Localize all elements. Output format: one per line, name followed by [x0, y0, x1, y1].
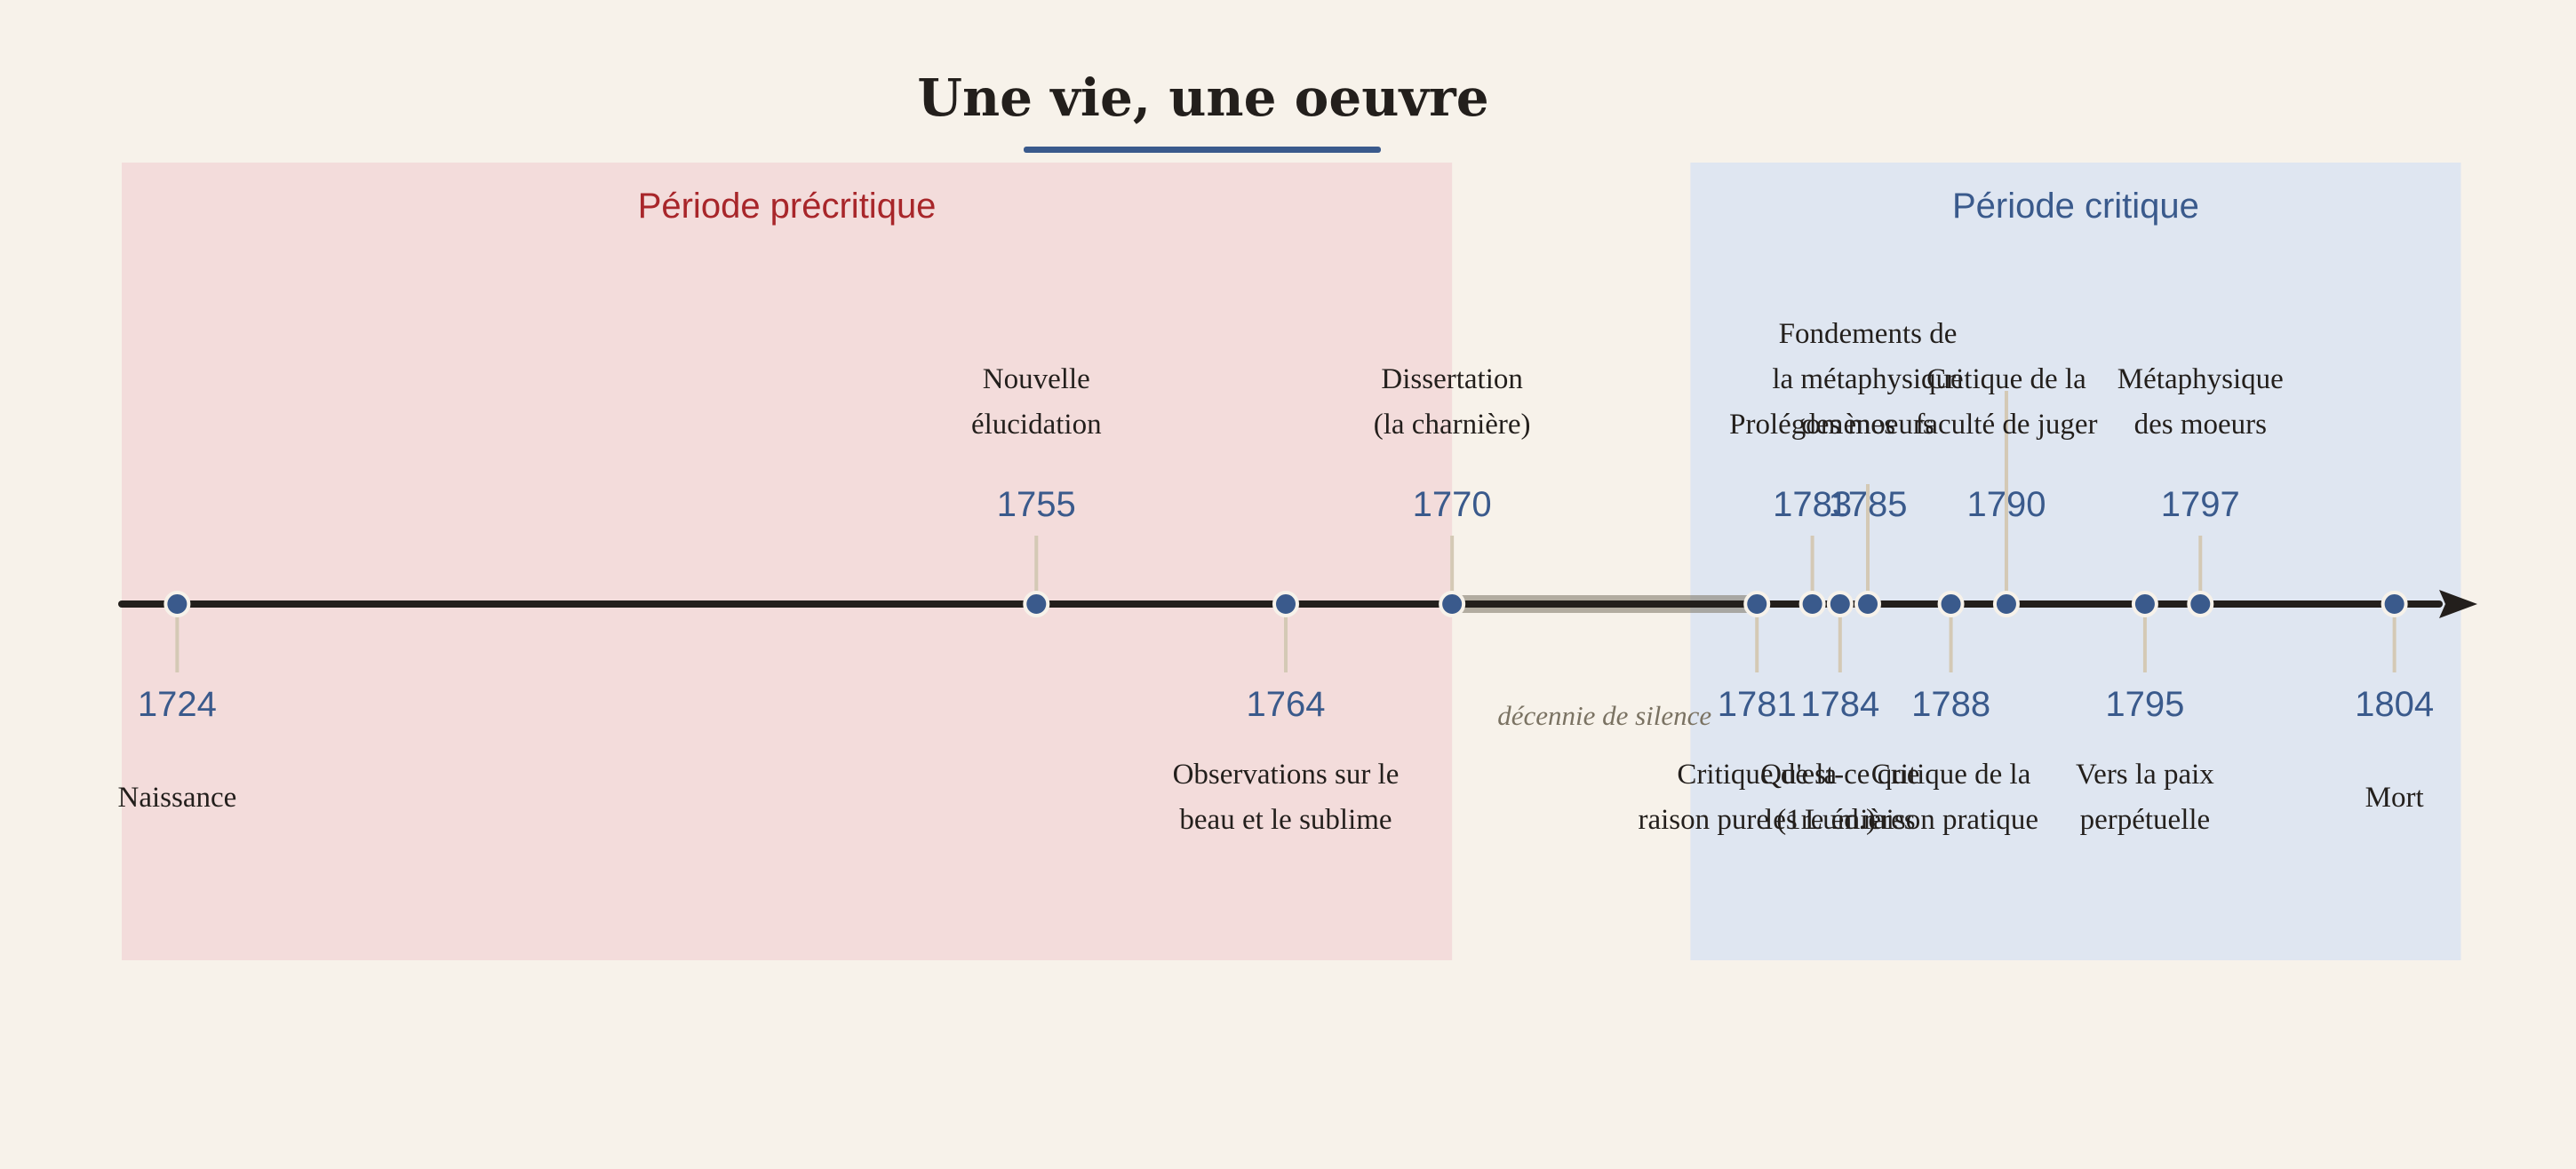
period-label-critical: Période critique: [1952, 187, 2199, 226]
event-label-line: raison pure (1re éd.): [1638, 804, 1876, 836]
event-label-line: Nouvelle: [983, 363, 1090, 395]
event-dot: [2131, 591, 2158, 617]
event-dot: [1272, 591, 1299, 617]
period-band-critical: [1690, 163, 2461, 960]
diagram-title: Une vie, une oeuvre: [917, 68, 1488, 128]
event-year: 1770: [1413, 485, 1492, 524]
timeline-event: 1790 Critique de la faculté de juger: [1915, 363, 2098, 617]
timeline-event: 1755 Nouvelle élucidation: [971, 363, 1102, 617]
event-dot: [1826, 591, 1854, 617]
event-label-line: Métaphysique: [2117, 363, 2284, 395]
timeline-event: 1795 Vers la paix perpétuelle: [2076, 591, 2214, 836]
event-label-line: des moeurs: [1801, 409, 1934, 441]
event-label-line: Observations sur le: [1173, 759, 1400, 791]
silence-gap-note: décennie de silence: [1497, 700, 1711, 731]
event-dot: [1992, 591, 2020, 617]
event-label-line: Naissance: [117, 782, 236, 814]
event-year: 1785: [1829, 485, 1908, 524]
timeline-event: 1804 Mort: [2355, 591, 2434, 814]
timeline-event: 1764 Observations sur le beau et le sublim…: [1173, 591, 1400, 836]
timeline-event: 1781 Critique de la raison pure (1re éd.): [1638, 591, 1876, 836]
event-dot: [2381, 591, 2408, 617]
period-band-precritical: [122, 163, 1453, 960]
event-label-line: raison pratique: [1863, 804, 2038, 836]
event-label-line: élucidation: [971, 409, 1102, 441]
period-bands: Période précritique Période critique: [122, 163, 2461, 960]
event-label-line: faculté de juger: [1915, 409, 2097, 441]
axis-arrowhead: [2439, 590, 2477, 618]
event-dot: [1937, 591, 1965, 617]
event-label-line: Critique de la: [1871, 759, 2031, 791]
event-label-line: des moeurs: [2134, 409, 2267, 441]
event-year: 1804: [2355, 685, 2434, 724]
event-label-line: Critique de la: [1677, 759, 1837, 791]
silence-gap: décennie de silence: [1452, 595, 1758, 731]
event-dot: [1854, 591, 1881, 617]
event-label-line: Vers la paix: [2076, 759, 2214, 791]
timeline-event: 1770 Dissertation (la charnière): [1374, 363, 1531, 617]
event-label-line: Mort: [2365, 782, 2424, 814]
event-label-line: Critique de la: [1926, 363, 2086, 395]
event-label-line: (la charnière): [1374, 409, 1531, 441]
event-label-line: Fondements de: [1779, 318, 1958, 350]
event-year: 1755: [997, 485, 1076, 524]
timeline-event: 1784 Qu'est-ce que les Lumières: [1760, 591, 1919, 836]
event-dot: [1439, 591, 1466, 617]
event-year: 1783: [1773, 485, 1852, 524]
event-dot: [1023, 591, 1050, 617]
event-label-line: perpétuelle: [2080, 804, 2211, 836]
timeline-event: 1797 Métaphysique des moeurs: [2117, 363, 2284, 617]
event-label-line: Dissertation: [1381, 363, 1522, 395]
event-label-line: la métaphysique: [1772, 363, 1963, 395]
timeline-event: 1724 Naissance: [117, 591, 236, 814]
event-year: 1764: [1247, 685, 1326, 724]
timeline-event: 1788 Critique de la raison pratique: [1863, 591, 2038, 836]
timeline-event: 1783 Prolégomènes: [1729, 409, 1895, 617]
event-label-line: beau et le sublime: [1179, 804, 1392, 836]
event-dot: [163, 591, 191, 617]
event-year: 1724: [138, 685, 217, 724]
timeline-event: 1785 Fondements de la métaphysique des moeu…: [1772, 318, 1964, 617]
event-label-line: Prolégomènes: [1729, 409, 1895, 441]
period-label-precritical: Période précritique: [638, 187, 937, 226]
title-underline: [1024, 147, 1381, 153]
event-label-line: Qu'est-ce que: [1760, 759, 1919, 791]
event-year: 1788: [1911, 685, 1990, 724]
event-label-line: les Lumières: [1765, 804, 1916, 836]
event-year: 1797: [2161, 485, 2240, 524]
event-year: 1784: [1800, 685, 1879, 724]
event-year: 1781: [1718, 685, 1797, 724]
event-dot: [1798, 591, 1826, 617]
event-dot: [2187, 591, 2214, 617]
event-year: 1790: [1966, 485, 2046, 524]
event-year: 1795: [2105, 685, 2184, 724]
timeline-events: 1724 Naissance 1755 Nouvelle élucidation 1764…: [117, 318, 2434, 836]
event-dot: [1743, 591, 1771, 617]
